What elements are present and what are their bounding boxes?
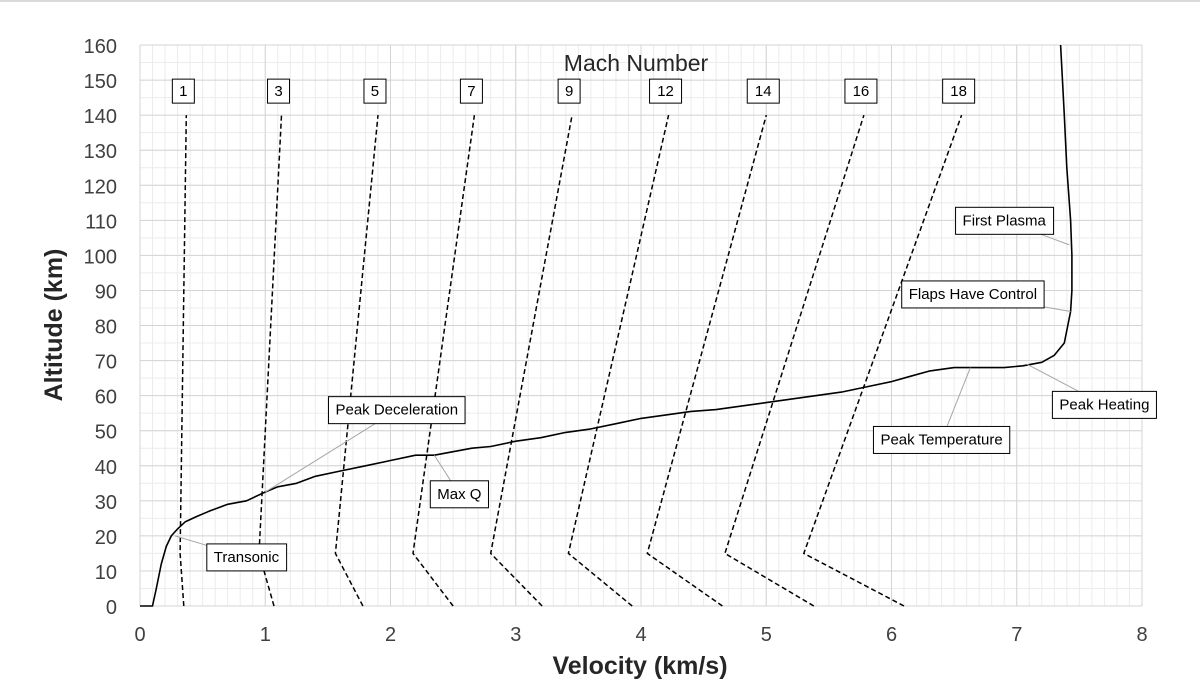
x-tick-label: 5 [761, 624, 772, 646]
top-border [0, 0, 1200, 2]
y-tick-label: 0 [106, 597, 117, 619]
mach-label-box [171, 78, 195, 104]
mach-line-9 [489, 114, 573, 607]
y-tick-label: 120 [84, 176, 117, 198]
annotation-box [872, 425, 1011, 454]
tick-labels: 0 1 2 3 4 5 6 7 80102030405060708090100110120130… [84, 36, 1148, 646]
annotation-leader [1040, 233, 1070, 246]
x-tick-label: 0 [134, 624, 145, 646]
annotation-box [327, 396, 466, 425]
y-tick-label: 50 [95, 422, 117, 444]
x-tick-label: 4 [635, 624, 646, 646]
x-axis-title: Velocity (km/s) [552, 652, 727, 680]
x-tick-label: 2 [385, 624, 396, 646]
annotation-leader [174, 535, 207, 546]
annotation-box [429, 480, 489, 509]
annotation-box [955, 206, 1055, 235]
mach-line-1 [179, 115, 188, 607]
mach-label-box [363, 78, 387, 104]
mach-label-14: 14 [755, 83, 772, 100]
annotation-box [1051, 390, 1157, 419]
annotation-leader [433, 454, 452, 482]
mach-label-1: 1 [179, 83, 187, 100]
y-tick-label: 110 [85, 211, 117, 233]
y-tick-label: 140 [84, 106, 117, 128]
mach-line-3 [258, 115, 283, 607]
mach-line-5 [334, 115, 379, 607]
annotation-leader [946, 367, 971, 427]
y-tick-label: 40 [95, 457, 117, 479]
mach-label-box [557, 78, 581, 104]
mach-line-14 [646, 114, 768, 607]
y-tick-label: 60 [95, 387, 117, 409]
y-tick-label: 100 [84, 246, 117, 268]
x-tick-label: 6 [886, 624, 897, 646]
mach-label-12: 12 [657, 83, 674, 100]
annotation-box [206, 543, 288, 572]
annotation-first-plasma: First Plasma [963, 212, 1047, 229]
mach-label-box [746, 78, 780, 104]
annotation-leader [264, 423, 376, 493]
y-tick-label: 30 [95, 492, 117, 514]
y-tick-label: 20 [95, 527, 117, 549]
mach-line-16 [724, 114, 865, 607]
major-gridlines [139, 44, 1143, 607]
annotation-peak-heating: Peak Heating [1059, 396, 1149, 413]
y-tick-label: 150 [84, 71, 117, 93]
mach-label-16: 16 [853, 83, 870, 100]
mach-label-18: 18 [950, 83, 967, 100]
chart-title: Mach Number [564, 50, 709, 76]
annotation-flaps-have-control: Flaps Have Control [909, 286, 1037, 303]
x-tick-label: 7 [1011, 624, 1022, 646]
y-tick-label: 70 [95, 352, 117, 374]
annotation-labels: Transonic Peak Deceleration Max Q First Pla… [206, 206, 1157, 572]
y-tick-label: 10 [95, 562, 117, 584]
annotation-box [901, 280, 1045, 309]
trajectory-line [140, 44, 1073, 607]
x-tick-label: 8 [1136, 624, 1147, 646]
annotation-transonic: Transonic [214, 549, 280, 566]
annotation-leaders [174, 233, 1079, 546]
mach-label-3: 3 [274, 83, 282, 100]
x-tick-label: 1 [260, 624, 271, 646]
annotation-peak-deceleration: Peak Deceleration [335, 402, 458, 419]
mach-number-lines [179, 114, 963, 607]
entry-trajectory [140, 44, 1073, 607]
mach-line-12 [567, 114, 670, 607]
x-tick-label: 3 [510, 624, 521, 646]
mach-line-18 [802, 114, 963, 607]
mach-label-box [267, 78, 291, 104]
mach-label-box [649, 78, 683, 104]
mach-label-9: 9 [565, 83, 573, 100]
mach-labels: 1 3 5 7 9 12 14 16 18 [171, 78, 976, 104]
y-tick-label: 90 [95, 281, 117, 303]
mach-label-5: 5 [371, 83, 379, 100]
annotation-max-q: Max Q [437, 486, 481, 503]
mach-label-box [459, 78, 483, 104]
annotation-leader [1026, 363, 1079, 392]
mach-label-box [844, 78, 878, 104]
y-tick-label: 160 [84, 36, 117, 58]
mach-line-7 [412, 114, 476, 607]
y-tick-label: 130 [84, 141, 117, 163]
mach-label-7: 7 [467, 83, 475, 100]
annotation-leader [1044, 306, 1071, 312]
mach-label-box [942, 78, 976, 104]
y-axis-title: Altitude (km) [40, 249, 68, 402]
y-tick-label: 80 [95, 317, 117, 339]
annotation-peak-temperature: Peak Temperature [880, 431, 1002, 448]
